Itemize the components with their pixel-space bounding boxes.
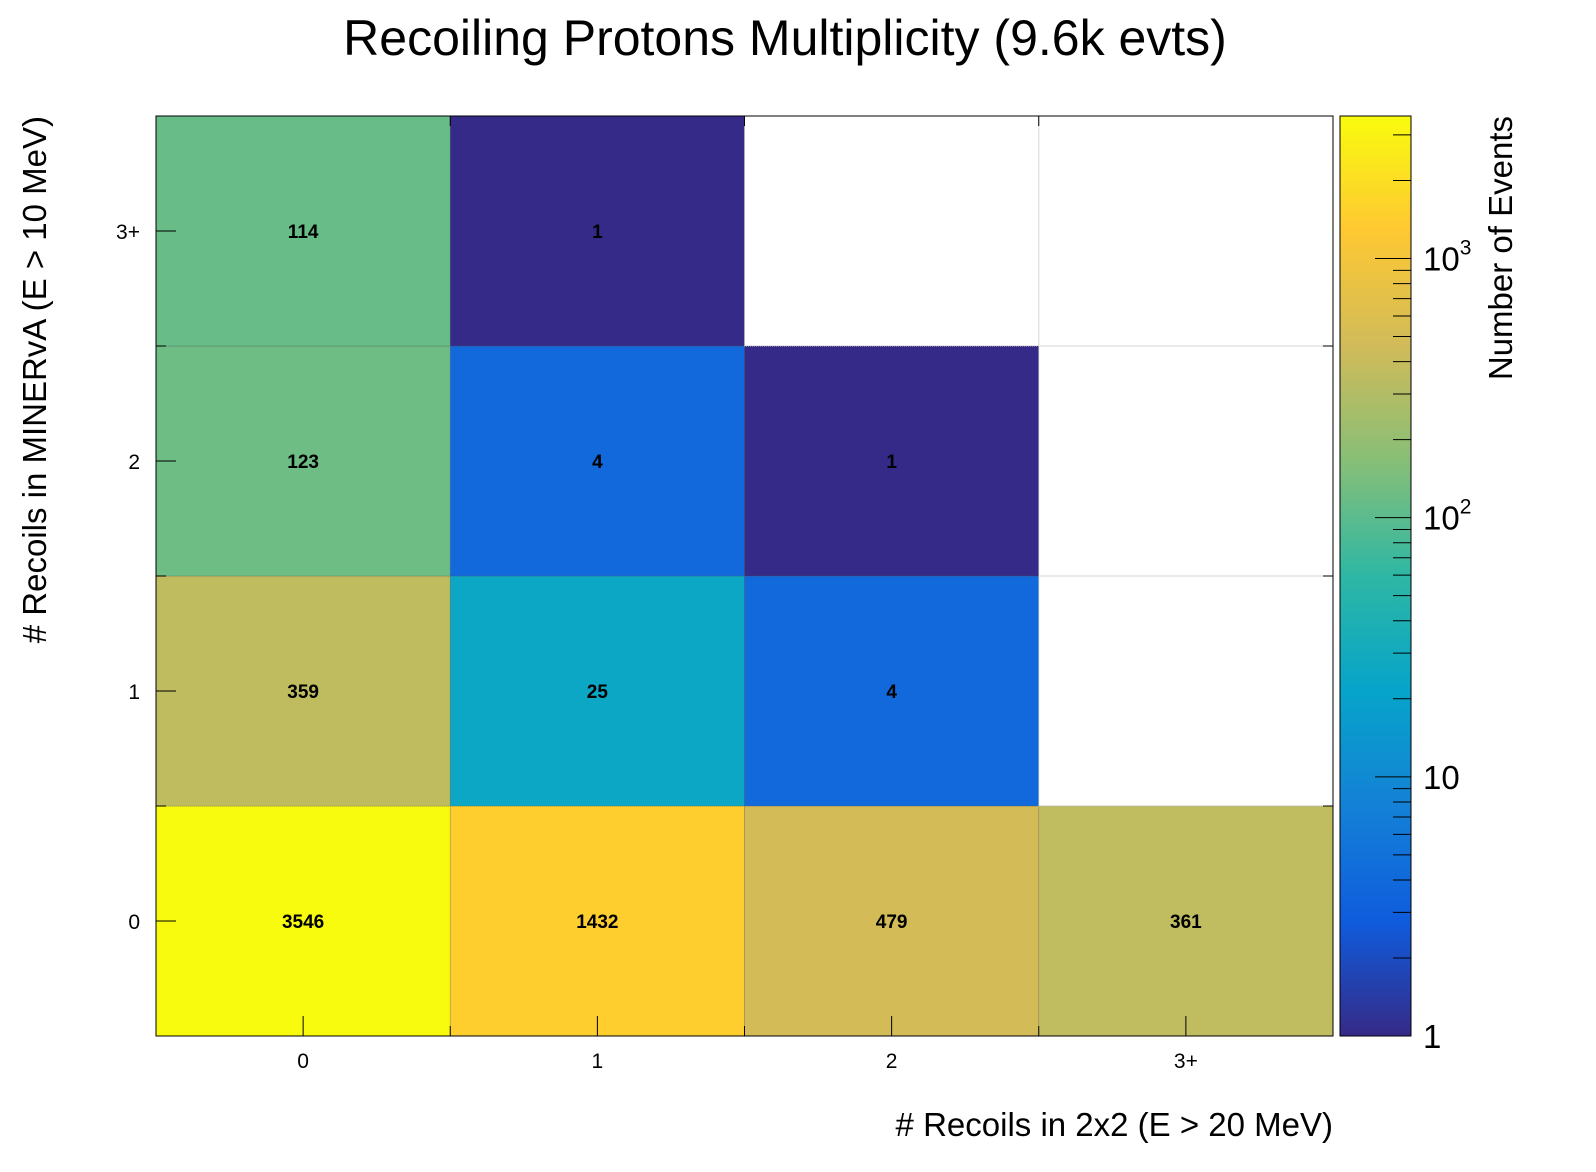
cell-value-label: 4 [886,682,897,703]
heatmap-cell [449,345,745,577]
heatmap-cell [744,805,1040,1037]
heatmap-cell [155,805,451,1037]
y-tick-label: 2 [128,451,140,474]
heatmap-cell [449,115,745,347]
heatmap-cells [155,115,1334,1037]
heatmap-cell-empty [744,115,1040,347]
heatmap-cell [155,345,451,577]
colorbar-axis: 1 10 102 103 [1375,134,1471,1055]
colorbar-tick-label: 1 [1423,1018,1441,1055]
x-tick-label: 2 [886,1050,898,1073]
colorbar-tick-exponent: 3 [1460,236,1472,259]
cell-value-label: 1 [886,452,897,473]
cell-value-label: 359 [287,682,319,703]
heatmap-cell-labels: 3546 1432 479 361 359 25 4 123 4 1 114 1 [282,222,1202,933]
heatmap-cell-empty [1038,115,1334,347]
colorbar-tick-label: 102 [1423,496,1471,537]
colorbar-tick-label: 103 [1423,236,1471,277]
cell-value-label: 361 [1170,912,1202,933]
colorbar-title: Number of Events [1482,116,1519,380]
y-tick-label: 0 [128,911,140,934]
cell-value-label: 3546 [282,912,324,933]
x-tick-label: 1 [592,1050,604,1073]
y-tick-label: 3+ [116,221,140,244]
x-tick-label: 0 [297,1050,309,1073]
cell-value-label: 123 [287,452,319,473]
cell-value-label: 479 [876,912,908,933]
heatmap-cell [744,345,1040,577]
cell-value-label: 1 [592,222,603,243]
y-tick-label: 1 [128,681,140,704]
y-axis-title: # Recoils in MINERvA (E > 10 MeV) [16,116,53,643]
chart-title: Recoiling Protons Multiplicity (9.6k evt… [343,10,1227,66]
heatmap-cell [744,575,1040,807]
heatmap-cell-empty [1038,345,1334,577]
cell-value-label: 1432 [576,912,618,933]
colorbar [1339,115,1412,1037]
x-axis-title: # Recoils in 2x2 (E > 20 MeV) [896,1106,1333,1143]
cell-value-label: 25 [587,682,609,703]
heatmap-cell [1038,805,1334,1037]
heatmap-cell [449,805,745,1037]
cell-value-label: 114 [288,222,319,243]
cell-value-label: 4 [592,452,603,473]
heatmap-cell [155,115,451,347]
x-axis: 0 1 2 3+ [297,116,1198,1073]
colorbar-tick-label: 10 [1423,759,1460,796]
y-axis: 0 1 2 3+ [116,221,1333,934]
heatmap-cell [449,575,745,807]
colorbar-tick-exponent: 2 [1460,496,1472,519]
x-tick-label: 3+ [1174,1050,1198,1073]
heatmap-cell-empty [1038,575,1334,807]
heatmap-cell [155,575,451,807]
